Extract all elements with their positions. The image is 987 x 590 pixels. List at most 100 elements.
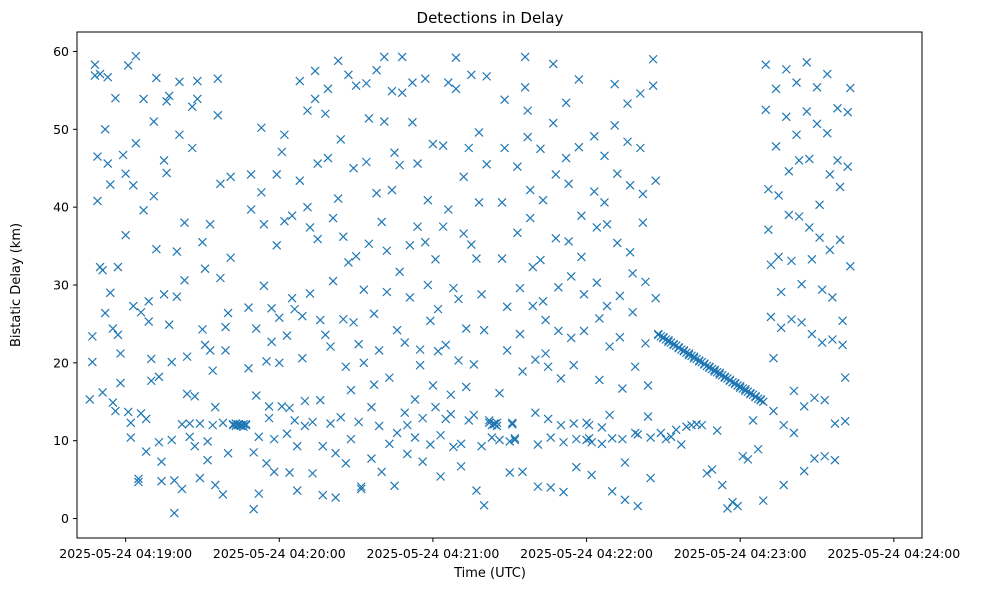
data-point <box>154 372 164 382</box>
data-point <box>239 419 248 429</box>
data-point <box>769 353 778 363</box>
data-point <box>349 163 358 173</box>
x-tick-label-3: 2025-05-24 04:22:00 <box>520 546 653 561</box>
data-point <box>592 278 602 288</box>
data-point <box>392 428 402 438</box>
data-point <box>464 143 474 153</box>
data-point <box>833 103 842 113</box>
data-point <box>174 130 184 140</box>
data-point <box>141 414 151 424</box>
data-point <box>149 191 159 201</box>
data-point <box>743 454 753 464</box>
data-point <box>305 289 315 298</box>
data-point <box>515 283 525 293</box>
data-point <box>625 247 635 257</box>
data-point <box>451 53 461 63</box>
data-point <box>646 433 656 443</box>
data-point <box>256 123 266 133</box>
data-point <box>479 325 489 335</box>
data-point <box>126 418 136 428</box>
data-point <box>384 373 394 383</box>
data-point <box>612 238 622 248</box>
data-point <box>423 280 433 290</box>
data-point <box>633 430 643 439</box>
data-point <box>364 113 374 123</box>
data-point <box>771 84 781 94</box>
data-point <box>538 296 548 306</box>
data-point <box>164 91 174 101</box>
data-point <box>338 314 348 324</box>
data-point <box>781 112 791 122</box>
data-point <box>308 468 318 478</box>
data-point <box>689 353 699 363</box>
data-point <box>679 346 689 356</box>
data-point <box>584 420 594 430</box>
data-point <box>326 342 335 351</box>
data-point <box>438 222 448 232</box>
data-point <box>187 143 197 153</box>
data-point <box>541 349 551 358</box>
data-point <box>579 326 589 336</box>
data-point <box>387 86 397 96</box>
data-point <box>297 353 307 363</box>
y-tick-label-1: 10 <box>53 433 69 448</box>
data-point <box>792 130 801 140</box>
data-point <box>551 233 561 243</box>
data-point <box>825 170 835 179</box>
data-point <box>87 331 97 341</box>
data-point <box>279 216 289 226</box>
data-point <box>756 395 766 405</box>
data-point <box>134 477 143 487</box>
data-point <box>310 94 320 104</box>
data-point <box>630 362 640 372</box>
data-point <box>415 345 425 355</box>
data-point <box>374 345 384 355</box>
data-point <box>477 289 487 299</box>
data-point <box>103 72 113 82</box>
data-point <box>292 441 302 451</box>
data-point <box>221 322 230 332</box>
data-point <box>769 406 778 416</box>
data-point <box>553 326 563 336</box>
y-tick-label-2: 20 <box>53 355 69 370</box>
data-point <box>530 355 540 365</box>
data-point <box>500 95 510 105</box>
data-point <box>625 180 635 190</box>
data-point <box>110 406 120 416</box>
data-point <box>343 70 353 80</box>
data-point <box>400 338 410 348</box>
data-point <box>425 316 435 326</box>
data-point <box>635 89 645 98</box>
data-point <box>320 109 330 119</box>
data-point <box>472 486 481 495</box>
data-point <box>830 419 840 428</box>
data-point <box>697 420 707 430</box>
data-point <box>815 233 825 242</box>
data-point <box>272 170 282 179</box>
data-point <box>177 419 187 429</box>
data-point <box>208 366 218 376</box>
data-point <box>320 330 330 340</box>
data-point <box>789 428 799 438</box>
data-point <box>707 465 717 474</box>
data-point <box>456 461 466 471</box>
data-point <box>774 252 784 262</box>
data-point <box>605 410 615 420</box>
data-point <box>482 159 492 169</box>
data-point <box>98 388 108 397</box>
data-point <box>313 234 323 244</box>
data-point <box>198 324 207 334</box>
data-point <box>269 467 279 477</box>
data-point <box>180 218 189 228</box>
data-point <box>333 194 343 204</box>
data-point <box>423 195 433 205</box>
data-point <box>528 301 538 311</box>
data-point <box>497 254 507 263</box>
data-point <box>149 117 159 126</box>
data-point <box>221 345 230 355</box>
data-point <box>323 84 333 94</box>
data-point <box>569 419 579 428</box>
data-point <box>605 342 615 351</box>
data-point <box>218 418 228 428</box>
data-point <box>351 81 361 91</box>
